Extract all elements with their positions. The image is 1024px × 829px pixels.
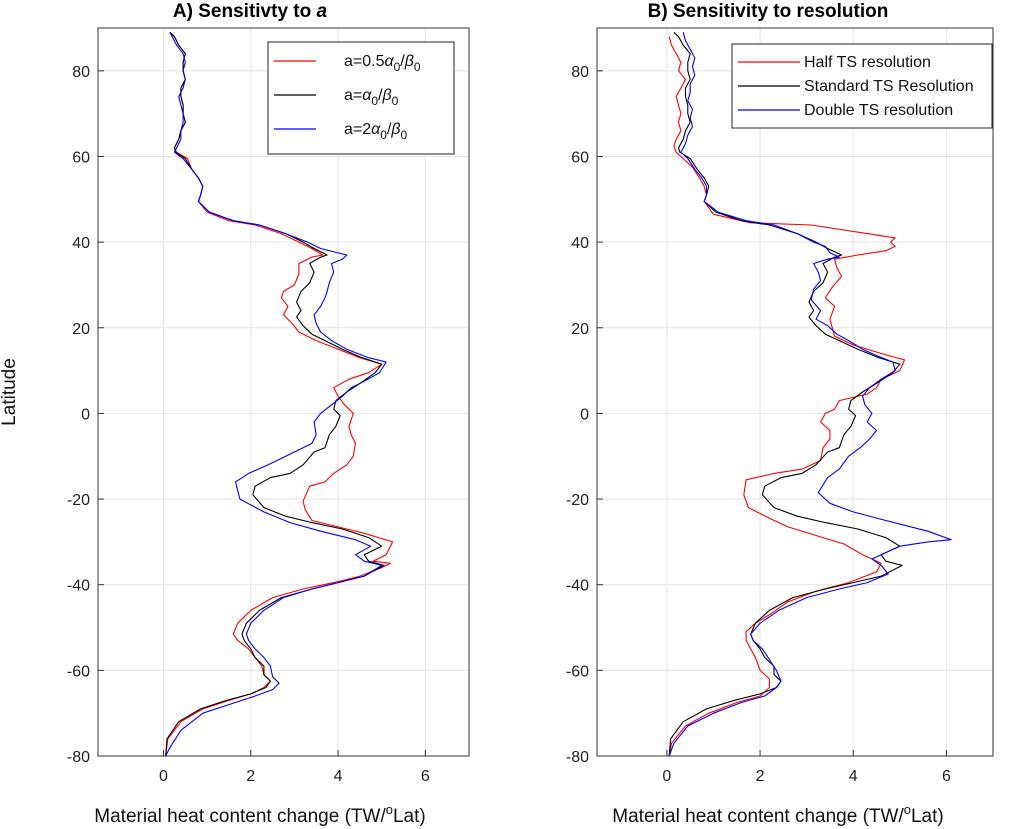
series-line-2 bbox=[668, 32, 952, 757]
series-line-0 bbox=[668, 36, 906, 757]
legend-label: a=2α0/β0 bbox=[344, 121, 408, 142]
legend-label: Standard TS Resolution bbox=[804, 78, 974, 95]
panel-b-title: B) Sensitivity to resolution bbox=[648, 1, 889, 22]
x-tick-label: 6 bbox=[421, 768, 430, 785]
x-tick-label: 0 bbox=[662, 768, 671, 785]
y-tick-label: 80 bbox=[571, 64, 589, 81]
y-tick-label: 20 bbox=[72, 321, 90, 338]
y-tick-label: 20 bbox=[571, 321, 589, 338]
y-tick-label: 40 bbox=[72, 235, 90, 252]
series-line-2 bbox=[165, 32, 387, 757]
legend-label: Half TS resolution bbox=[804, 54, 931, 71]
panel-b: B) Sensitivity to resolution 0 2 4 6 -80 -60… bbox=[566, 1, 994, 827]
y-tick-label: -80 bbox=[67, 749, 90, 766]
x-tick-label: 6 bbox=[942, 768, 951, 785]
legend-label: Double TS resolution bbox=[804, 102, 953, 119]
x-tick-label: 0 bbox=[159, 768, 168, 785]
panel-a-axes-box bbox=[97, 27, 470, 757]
y-tick-label: 60 bbox=[72, 149, 90, 166]
x-tick-label: 4 bbox=[849, 768, 858, 785]
legend-label: a=0.5α0/β0 bbox=[344, 53, 421, 74]
panel-a-y-ticks: -80 -60 -40 -20 0 20 40 60 80 bbox=[67, 64, 104, 766]
panel-b-x-axis-label: Material heat content change (TW/oLat) bbox=[612, 802, 943, 827]
series-line-1 bbox=[165, 31, 385, 757]
y-tick-label: -60 bbox=[67, 663, 90, 680]
y-tick-label: 80 bbox=[72, 64, 90, 81]
panel-a-y-axis-label: Latitude bbox=[0, 358, 20, 426]
y-tick-label: -20 bbox=[67, 492, 90, 509]
panel-a-x-ticks: 0 2 4 6 bbox=[159, 750, 430, 785]
panel-a-title: A) Sensitivty to a bbox=[173, 1, 328, 22]
y-tick-label: 60 bbox=[571, 149, 589, 166]
y-tick-label: -80 bbox=[566, 749, 589, 766]
panel-a-x-axis-label: Material heat content change (TW/oLat) bbox=[94, 802, 425, 827]
panel-b-x-ticks: 0 2 4 6 bbox=[662, 750, 951, 785]
panel-a-series bbox=[165, 31, 394, 757]
panel-b-series bbox=[668, 31, 952, 757]
y-tick-label: -40 bbox=[67, 578, 90, 595]
panel-b-y-ticks: -80 -60 -40 -20 0 20 40 60 80 bbox=[566, 64, 603, 766]
x-tick-label: 2 bbox=[246, 768, 255, 785]
panel-a-legend: a=0.5α0/β0 a=α0/β0 a=2α0/β0 bbox=[267, 41, 455, 155]
panel-b-legend: Half TS resolution Standard TS Resolution… bbox=[731, 43, 993, 129]
y-tick-label: -40 bbox=[566, 578, 589, 595]
legend-label: a=α0/β0 bbox=[344, 87, 399, 108]
panel-b-axes-box bbox=[596, 27, 994, 757]
y-tick-label: 0 bbox=[81, 406, 90, 423]
y-tick-label: -60 bbox=[566, 663, 589, 680]
x-tick-label: 2 bbox=[756, 768, 765, 785]
y-tick-label: 40 bbox=[571, 235, 589, 252]
y-tick-label: -20 bbox=[566, 492, 589, 509]
panel-a: A) Sensitivty to a 0 2 4 6 -80 -60 -40 -20 0 20 4… bbox=[0, 1, 470, 827]
y-tick-label: 0 bbox=[580, 406, 589, 423]
x-tick-label: 4 bbox=[334, 768, 343, 785]
